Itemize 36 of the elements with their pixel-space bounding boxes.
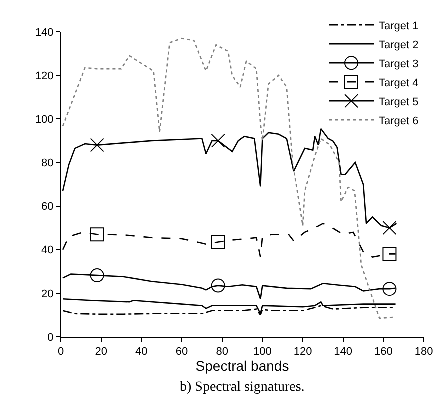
x-tick-label: 0 [58,346,64,358]
point [382,221,397,236]
x-tick-label: 40 [136,346,148,358]
point [382,282,397,296]
x-tick-label: 20 [95,346,108,358]
point [382,247,397,262]
legend-label: Target 5 [379,96,419,108]
legend-label: Target 3 [379,58,419,70]
x-tick-label: 80 [216,346,228,358]
x-tick-label: 180 [414,346,434,358]
x-tick-label: 100 [253,346,272,358]
x-tick-label: 120 [294,346,312,358]
x-tick-label: 140 [334,346,353,358]
point [211,278,226,293]
point [90,138,104,152]
point [90,228,104,242]
y-tick-label: 40 [42,244,54,257]
y-tick-label: 20 [42,288,54,300]
line-series [62,298,396,315]
point [211,235,226,250]
x-axis-title: Spectral bands [196,358,290,374]
legend-label: Target 2 [379,39,419,52]
legend-label: Target 6 [379,115,419,128]
point [211,134,226,148]
y-tick-label: 0 [48,332,54,344]
legend-label: Target 1 [379,20,419,32]
x-tick-label: 60 [176,346,188,358]
y-tick-label: 100 [35,114,54,126]
y-tick-label: 120 [35,70,54,82]
y-tick-label: 140 [35,26,54,39]
x-tick-label: 160 [374,346,393,358]
text: b) Spectral signatures. [180,380,305,395]
y-tick-label: 60 [42,201,54,214]
legend-label: Target 4 [379,77,419,90]
point [90,268,104,283]
y-tick-label: 80 [42,158,54,170]
